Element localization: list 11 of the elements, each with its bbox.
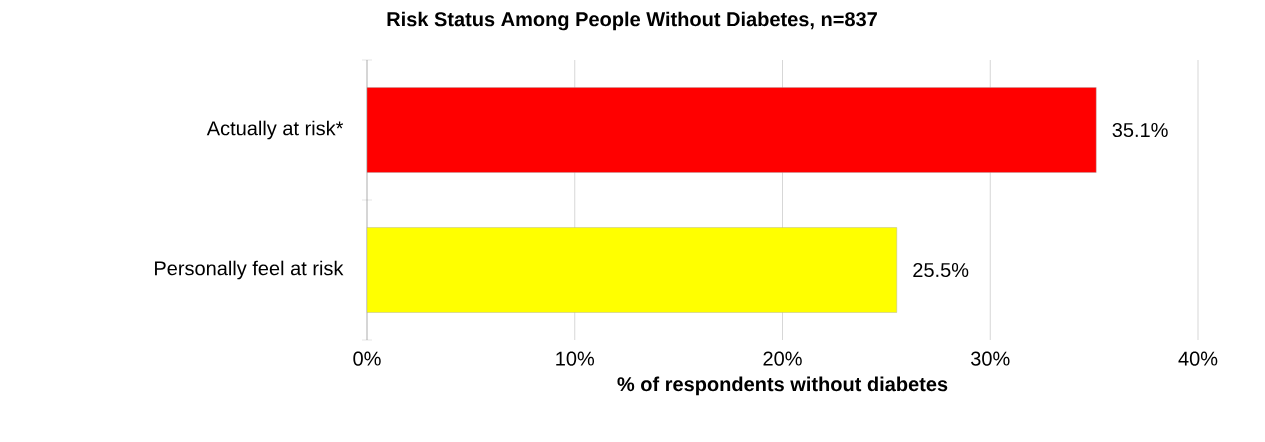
x-axis-title: % of respondents without diabetes — [617, 376, 948, 396]
x-tick-label: 40% — [1178, 351, 1218, 366]
y-tick-label: Actually at risk* — [206, 120, 344, 140]
data-label: 35.1% — [1112, 122, 1168, 138]
x-tick-label: 10% — [556, 351, 595, 366]
x-tick-label: 0% — [353, 351, 381, 366]
data-label: 25.5% — [913, 262, 969, 278]
chart-title: Risk Status Among People Without Diabetes, n=837 — [387, 11, 877, 31]
x-tick-label: 20% — [763, 351, 802, 366]
x-tick-label: 30% — [971, 351, 1010, 366]
y-tick-label: Personally feel at risk — [155, 260, 344, 280]
